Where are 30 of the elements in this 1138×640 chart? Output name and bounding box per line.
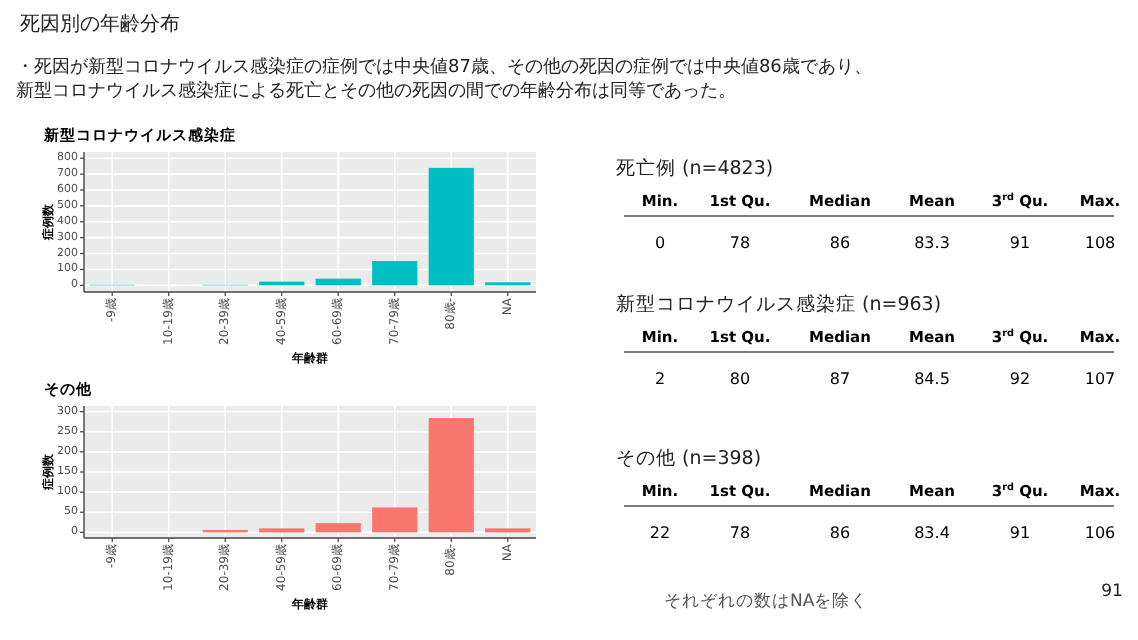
data-label: 0 — [654, 234, 666, 252]
data-label: 87 — [829, 370, 851, 388]
bar — [428, 167, 474, 286]
text: 死因別の年齢分布 — [20, 12, 180, 36]
data-label: 91 — [1009, 524, 1031, 542]
data-label: 91 — [1009, 234, 1031, 252]
text: 死亡例 (n=4823) — [616, 156, 774, 180]
text: それぞれの数はNAを除く — [664, 590, 869, 612]
data-label: 80 — [729, 370, 751, 388]
data-label: 86 — [829, 234, 851, 252]
data-label: 78 — [729, 524, 751, 542]
text: ・死因が新型コロナウイルス感染症の症例では中央値87歳、その他の死因の症例では中央値86歳であり、新型コロナウイルス感染症による死亡とその他の死因の間での年齢分布は同等であった。 — [16, 56, 872, 102]
data-label: 106 — [1084, 524, 1116, 542]
data-label: 78 — [729, 234, 751, 252]
text: 新型コロナウイルス感染症 (n=963) — [616, 292, 942, 316]
data-label: 84.5 — [914, 370, 950, 388]
data-label: 83.3 — [914, 234, 950, 252]
data-label: 83.4 — [914, 524, 950, 542]
bar — [372, 507, 418, 533]
data-label: 108 — [1084, 234, 1116, 252]
bar — [315, 523, 361, 533]
data-label: 86 — [829, 524, 851, 542]
bar — [428, 418, 474, 533]
data-label: 92 — [1009, 370, 1031, 388]
data-label: 107 — [1084, 370, 1116, 388]
text: 91 — [1101, 582, 1123, 602]
bar — [372, 261, 418, 286]
text: その他 (n=398) — [616, 446, 762, 470]
data-label: 22 — [649, 524, 671, 542]
data-label: 2 — [654, 370, 666, 388]
